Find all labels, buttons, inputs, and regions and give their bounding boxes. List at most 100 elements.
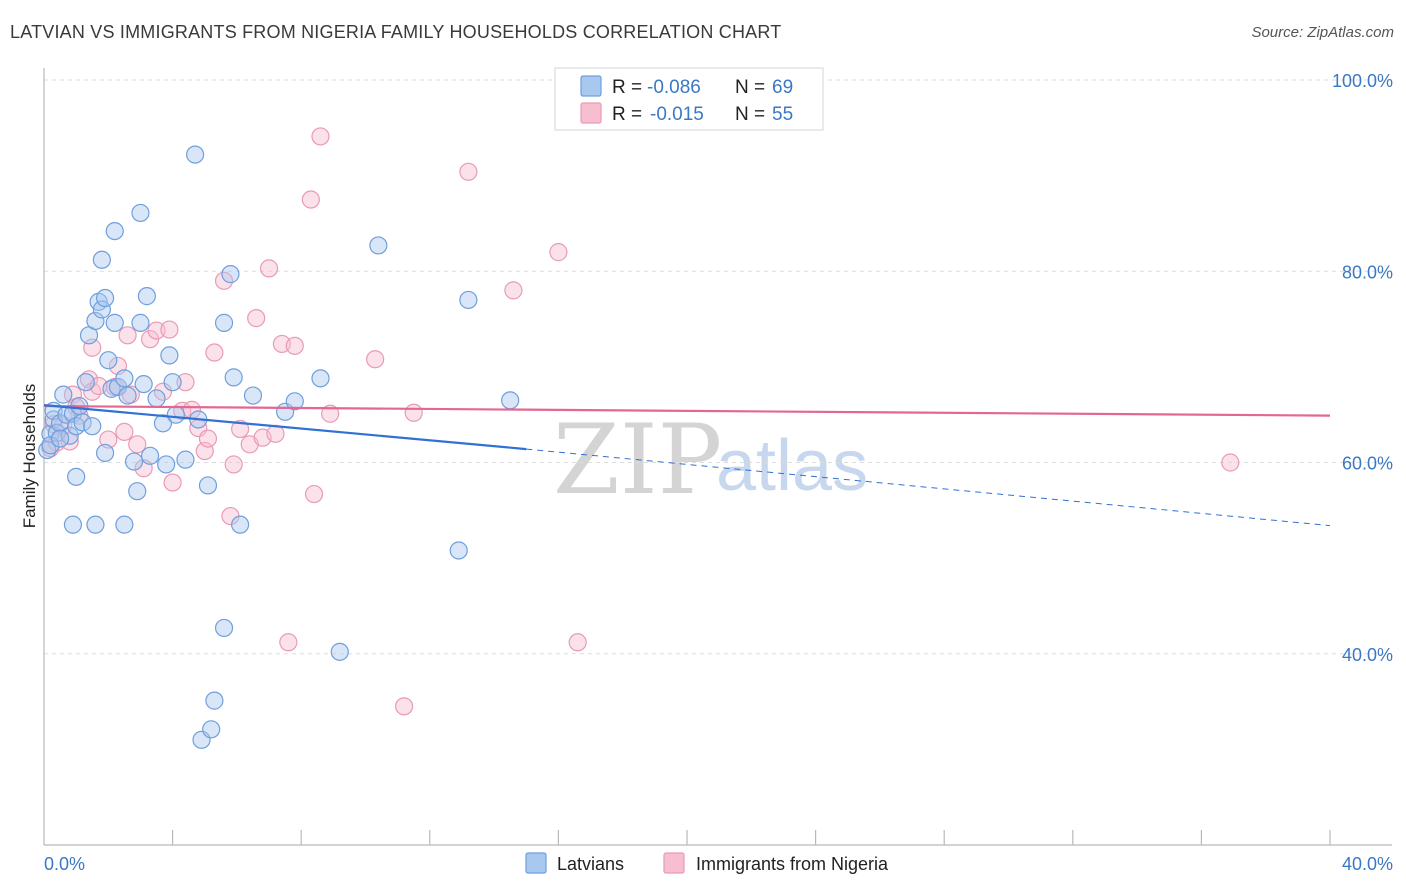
- data-point-latvian: [449, 541, 468, 560]
- x-tick-label-min: 0.0%: [44, 854, 85, 874]
- data-point-latvian: [231, 515, 250, 534]
- data-point-nigeria: [279, 633, 298, 652]
- y-axis-title: Family Households: [20, 384, 39, 529]
- data-point-latvian: [83, 417, 102, 436]
- data-point-nigeria: [394, 697, 414, 716]
- data-point-nigeria: [198, 429, 218, 448]
- data-point-latvian: [92, 250, 111, 269]
- data-point-latvian: [41, 436, 60, 455]
- data-point-nigeria: [153, 382, 173, 401]
- chart-title: LATVIAN VS IMMIGRANTS FROM NIGERIA FAMIL…: [10, 22, 782, 42]
- data-point-nigeria: [259, 259, 279, 278]
- data-point-latvian: [115, 369, 134, 388]
- data-point-latvian: [176, 450, 195, 469]
- legend-swatch-nigeria: [663, 852, 685, 874]
- data-point-latvian: [153, 414, 173, 433]
- legend-n-value-latvian: 69: [772, 77, 793, 98]
- data-point-latvian: [311, 369, 330, 388]
- legend-swatch-latvian: [580, 75, 602, 97]
- data-point-latvian: [214, 313, 234, 332]
- data-point-latvian: [160, 346, 179, 365]
- watermark-atlas: atlas: [716, 426, 868, 506]
- data-point-nigeria: [301, 190, 320, 209]
- data-point-latvian: [99, 351, 118, 370]
- data-point-latvian: [134, 374, 153, 394]
- data-point-nigeria: [285, 336, 304, 355]
- data-point-nigeria: [304, 484, 324, 504]
- data-point-nigeria: [247, 309, 266, 328]
- x-tick-label-max: 40.0%: [1342, 854, 1393, 874]
- data-point-latvian: [86, 311, 105, 331]
- series-latvian-points: [38, 145, 520, 749]
- data-point-nigeria: [99, 430, 118, 449]
- data-point-nigeria: [366, 350, 385, 369]
- data-point-latvian: [95, 443, 115, 463]
- legend-n-value-nigeria: 55: [772, 104, 793, 125]
- data-point-latvian: [330, 642, 349, 661]
- data-point-nigeria: [549, 243, 568, 262]
- data-point-latvian: [166, 405, 185, 424]
- trend-line-latvian: [43, 404, 527, 451]
- data-point-latvian: [131, 203, 150, 223]
- data-point-latvian: [157, 455, 176, 474]
- data-point-nigeria: [321, 404, 340, 423]
- data-point-latvian: [202, 720, 221, 739]
- y-tick-label: 80.0%: [1342, 262, 1393, 282]
- source-label: Source: ZipAtlas.com: [1251, 24, 1394, 41]
- trend-lines: [43, 404, 1331, 527]
- data-point-latvian: [105, 221, 124, 241]
- gridlines: [44, 79, 1392, 655]
- data-point-latvian: [205, 691, 224, 710]
- watermark: ZIP atlas: [553, 404, 868, 516]
- data-point-latvian: [118, 386, 137, 405]
- data-point-nigeria: [224, 455, 243, 474]
- data-point-nigeria: [404, 403, 423, 422]
- data-point-nigeria: [147, 321, 166, 340]
- data-point-nigeria: [118, 326, 137, 345]
- data-point-latvian: [92, 300, 111, 319]
- data-point-latvian: [198, 476, 218, 495]
- correlation-legend: R = -0.086 N = 69 R = -0.015 N = 55: [554, 67, 824, 131]
- data-point-latvian: [115, 515, 134, 534]
- legend-r-value-latvian: -0.086: [647, 77, 701, 98]
- legend-swatch-latvians: [525, 852, 547, 874]
- data-point-nigeria: [459, 162, 478, 181]
- legend-r-label: R =: [612, 104, 642, 125]
- data-point-latvian: [369, 236, 388, 255]
- data-point-latvian: [131, 313, 150, 332]
- trend-line-nigeria: [43, 404, 1331, 417]
- data-point-latvian: [221, 265, 240, 284]
- data-point-nigeria: [176, 373, 195, 392]
- legend-r-label: R =: [612, 77, 642, 98]
- y-tick-label: 40.0%: [1342, 645, 1393, 665]
- data-point-nigeria: [115, 422, 134, 441]
- data-point-nigeria: [160, 320, 179, 339]
- data-point-nigeria: [1221, 453, 1240, 472]
- data-point-nigeria: [128, 435, 147, 454]
- data-point-latvian: [102, 379, 121, 398]
- data-point-nigeria: [231, 419, 250, 439]
- data-point-latvian: [95, 288, 115, 308]
- data-point-latvian: [214, 618, 234, 638]
- data-point-latvian: [63, 515, 83, 534]
- data-point-nigeria: [311, 127, 330, 146]
- legend-r-value-nigeria: -0.015: [650, 104, 704, 125]
- data-point-latvian: [147, 389, 166, 408]
- legend-label-nigeria: Immigrants from Nigeria: [696, 854, 889, 874]
- data-point-nigeria: [504, 281, 523, 300]
- data-point-latvian: [105, 313, 124, 332]
- data-point-latvian: [128, 482, 147, 501]
- data-point-latvian: [459, 290, 478, 310]
- series-legend: Latvians Immigrants from Nigeria: [525, 852, 889, 874]
- data-point-latvian: [67, 467, 86, 486]
- y-tick-label: 100.0%: [1332, 71, 1393, 91]
- legend-label-latvians: Latvians: [557, 854, 624, 874]
- data-point-latvian: [501, 391, 520, 410]
- legend-swatch-nigeria: [580, 102, 602, 124]
- data-point-nigeria: [163, 473, 182, 492]
- x-axis-ticks: [172, 830, 1331, 845]
- data-point-nigeria: [568, 633, 587, 652]
- legend-n-label: N =: [735, 77, 765, 98]
- data-point-latvian: [50, 429, 70, 448]
